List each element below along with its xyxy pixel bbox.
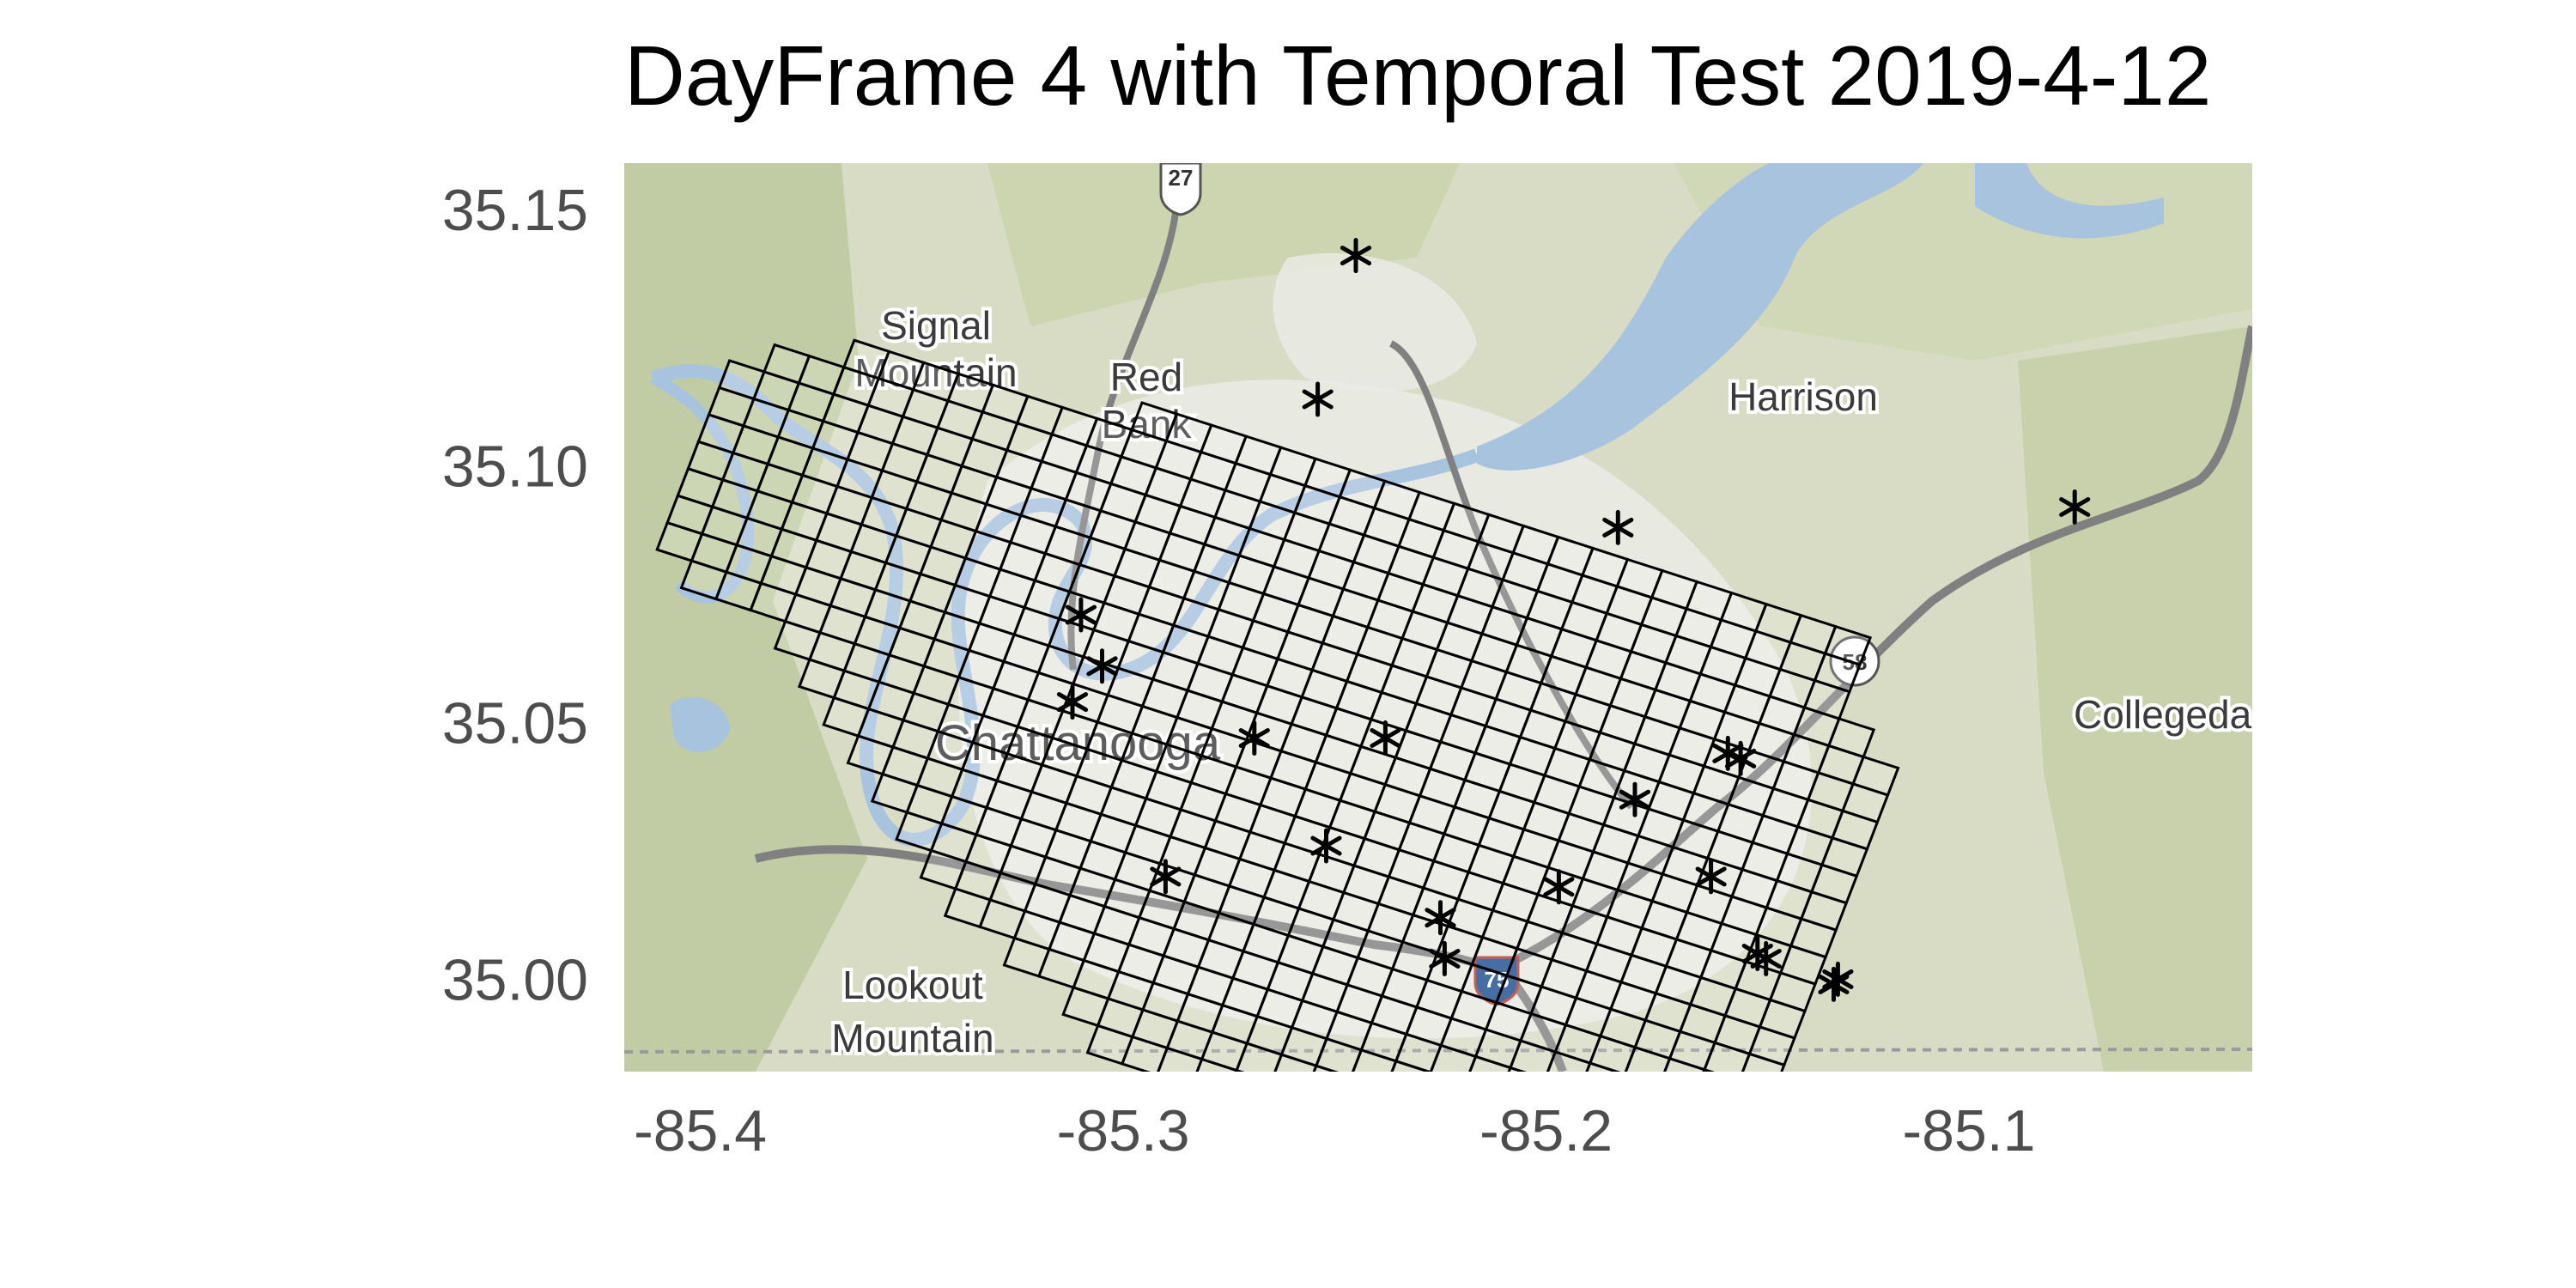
grid-cell <box>1607 1194 1653 1232</box>
grid-cell <box>1728 1081 1774 1119</box>
grid-cell <box>1400 1127 1445 1165</box>
incident-point <box>1238 720 1270 756</box>
x-tick-label: -85.4 <box>634 1098 767 1163</box>
grid-cell <box>1638 1113 1684 1151</box>
incident-point <box>1695 859 1727 895</box>
lake-chickamauga <box>1477 163 1923 471</box>
grid-cell <box>1376 1088 1421 1127</box>
grid-cell <box>1234 1068 1245 1072</box>
grid-cell <box>1826 717 1876 759</box>
grid-cell <box>1296 1093 1340 1132</box>
grid-cell <box>1618 1167 1662 1205</box>
incident-point <box>1056 684 1089 720</box>
x-tick-label: -85.3 <box>1057 1098 1190 1163</box>
y-tick-label: 35.15 <box>442 178 588 243</box>
incident-point <box>1619 781 1651 817</box>
highway-27 <box>1067 205 1180 671</box>
incident-point <box>1543 869 1575 905</box>
incident-point <box>1150 859 1182 895</box>
grid-cell <box>1718 1108 1763 1146</box>
label-red-bank-1: Red <box>1110 355 1182 399</box>
incident-point <box>1310 828 1342 864</box>
label-lookout-mountain-1: Lookout <box>842 963 983 1007</box>
grid-cell <box>1663 1151 1709 1188</box>
grid-cell <box>1504 1160 1548 1199</box>
incident-point <box>1602 509 1634 545</box>
us27-shield: 27 <box>1159 163 1202 216</box>
incident-point <box>1425 900 1456 936</box>
grid-cell <box>1708 1135 1753 1174</box>
grid-cell <box>1539 1171 1583 1210</box>
grid-cell <box>1429 1070 1433 1072</box>
lake-inlet-north <box>1975 163 2164 239</box>
grid-cell <box>1261 1082 1306 1121</box>
highway-i75 <box>1492 325 2252 975</box>
x-axis: -85.4 -85.3 -85.2 -85.1 <box>634 1098 2035 1163</box>
grid-cell <box>1653 1178 1698 1217</box>
incident-point <box>2059 489 2091 525</box>
grid-cell <box>1674 1124 1719 1163</box>
incident-points <box>1056 238 2091 1002</box>
x-tick-label: -85.1 <box>1903 1098 2036 1163</box>
grid-cell <box>1649 1085 1694 1124</box>
grid-cell <box>1628 1139 1673 1178</box>
urban-area-north <box>1273 252 1477 392</box>
incident-point <box>1725 740 1757 776</box>
incident-point <box>1086 648 1118 684</box>
label-red-bank-2: Bank <box>1102 402 1193 447</box>
grid-cell <box>1340 1077 1386 1115</box>
terrain-west <box>624 163 867 1072</box>
incident-point <box>1302 381 1334 417</box>
y-tick-label: 35.05 <box>442 691 588 756</box>
y-tick-label: 35.00 <box>442 947 588 1012</box>
incident-point <box>1818 966 1850 1002</box>
grid-cell <box>1687 1189 1732 1228</box>
incident-point <box>1750 941 1782 976</box>
x-tick-label: -85.2 <box>1479 1098 1613 1163</box>
grid-cell <box>1851 755 1900 797</box>
map-panel: 27 75 58 Signal Mountain Red Bank Harris… <box>624 163 2252 1232</box>
grid-cell <box>1614 1074 1660 1113</box>
y-axis: 35.15 35.10 35.05 35.00 <box>442 178 588 1013</box>
incident-point <box>1370 720 1401 756</box>
grid-cell <box>1573 1182 1618 1220</box>
grid-cell <box>1702 1067 1715 1072</box>
label-collegedale: Collegeda <box>2074 692 2252 737</box>
chart-title: DayFrame 4 with Temporal Test 2019-4-12 <box>624 28 2211 123</box>
grid-cell <box>1698 1162 1743 1200</box>
incident-point <box>1822 961 1854 997</box>
tennessee-river <box>650 364 1479 847</box>
label-harrison: Harrison <box>1728 374 1878 419</box>
incident-point <box>1429 941 1461 976</box>
grid-cell <box>1823 624 1873 666</box>
us27-shield-label: 27 <box>1169 165 1194 191</box>
terrain-north <box>987 163 1460 326</box>
incident-point <box>1065 597 1097 633</box>
incident-point <box>1340 238 1372 274</box>
grid-cell <box>1330 1104 1375 1142</box>
label-lookout-mountain-2: Mountain <box>831 1016 993 1060</box>
grid-cell <box>1684 1097 1728 1134</box>
grid-cell <box>1410 1099 1455 1137</box>
grid-cell <box>1365 1115 1410 1154</box>
west-lake <box>670 696 730 753</box>
label-signal-mountain-1: Signal <box>881 303 991 348</box>
y-tick-label: 35.10 <box>442 434 588 500</box>
grid-cell <box>1434 1138 1479 1176</box>
grid-cells <box>655 338 1900 1232</box>
